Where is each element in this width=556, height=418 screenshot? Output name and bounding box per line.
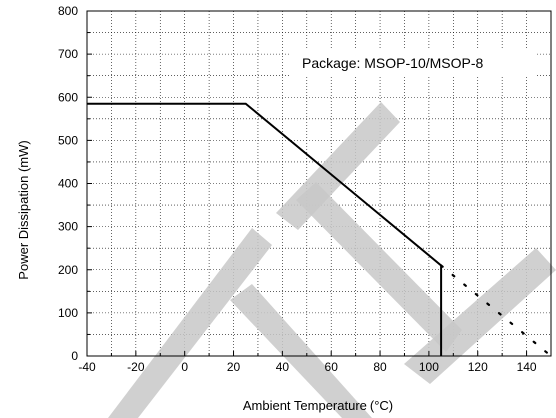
- package-annotation: Package: MSOP-10/MSOP-8: [302, 55, 484, 71]
- x-tick-label: 80: [373, 360, 387, 374]
- x-tick-label: 60: [325, 360, 339, 374]
- series-layer: [87, 102, 553, 358]
- y-tick-label: 200: [58, 263, 78, 277]
- y-tick-label: 400: [58, 177, 78, 191]
- x-tick-label: -40: [78, 360, 96, 374]
- axis-ticks: [86, 10, 528, 357]
- x-tick-label: 0: [181, 360, 188, 374]
- x-tick-label: 100: [419, 360, 439, 374]
- tick-labels: -40 -20 0 20 40 60 80 100 120 140 0 100 200 300 400 500…: [58, 4, 537, 374]
- x-axis-label: Ambient Temperature (°C): [243, 398, 393, 413]
- x-tick-label: 40: [276, 360, 290, 374]
- y-axis-label: Power Dissipation (mW): [16, 140, 31, 279]
- y-tick-label: 500: [58, 133, 78, 147]
- x-axis-title: Ambient Temperature: [243, 398, 367, 413]
- x-tick-label: -20: [127, 360, 145, 374]
- x-axis-unit: (°C): [370, 398, 393, 413]
- watermark-stroke: [108, 228, 272, 418]
- y-tick-label: 700: [58, 47, 78, 61]
- watermark-stroke: [296, 182, 462, 352]
- derating-curve-line: [87, 102, 443, 356]
- x-tick-label: 120: [468, 360, 488, 374]
- x-tick-label: 20: [227, 360, 241, 374]
- watermark-stroke: [230, 284, 372, 418]
- y-tick-label: 300: [58, 220, 78, 234]
- y-tick-label: 800: [58, 4, 78, 18]
- x-tick-label: 140: [517, 360, 537, 374]
- y-tick-label: 0: [71, 349, 78, 363]
- legend-box: Package: MSOP-10/MSOP-8: [290, 50, 537, 76]
- watermark: [108, 102, 556, 418]
- y-tick-label: 100: [58, 306, 78, 320]
- y-tick-label: 600: [58, 90, 78, 104]
